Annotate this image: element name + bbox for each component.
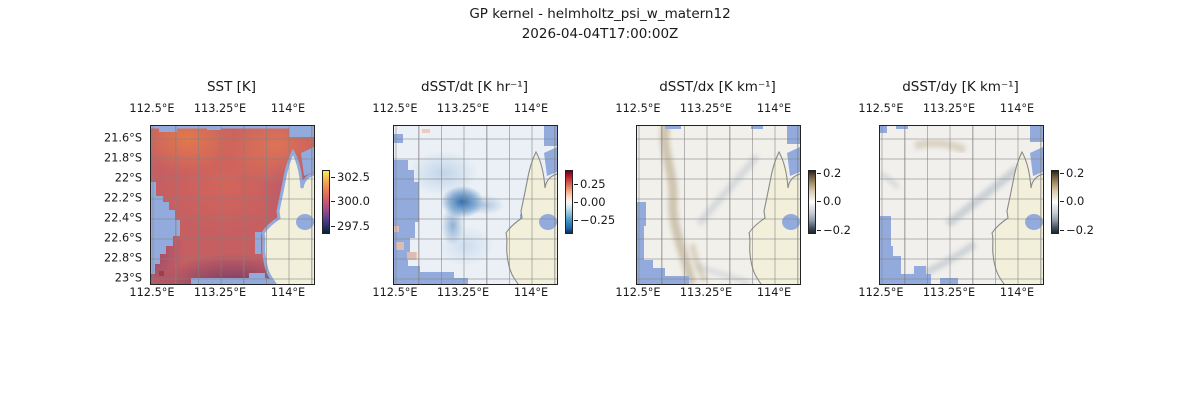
x-tick-label-top: 114°E — [270, 102, 306, 115]
map-dsst-dx — [636, 125, 801, 285]
x-tick-label-bottom: 112.5°E — [858, 286, 904, 299]
y-tick-label: 22.8°S — [104, 251, 142, 265]
x-tick-label-bottom: 112.5°E — [615, 286, 661, 299]
colorbar-tick-label: 0.2 — [823, 166, 842, 180]
colorbar-dsst-dy: 0.2 0.0 −0.2 — [1051, 166, 1094, 237]
map-gridlines — [151, 126, 314, 284]
colorbar-tick-label: −0.2 — [1066, 223, 1094, 237]
colorbar-dsst-dx: 0.2 0.0 −0.2 — [808, 166, 851, 237]
panel-title: SST [K] — [206, 79, 257, 95]
y-tick-label: 21.6°S — [104, 131, 142, 145]
x-tick-label-bottom: 114°E — [513, 286, 549, 299]
colorbar-tick-label: 300.0 — [337, 194, 370, 208]
y-tick-label: 22°S — [114, 171, 142, 185]
x-tick-label-top: 112.5°E — [372, 102, 418, 115]
y-tick-label: 23°S — [114, 271, 142, 285]
panel-sst: SST [K] 112.5°E 113.25°E 114°E — [129, 0, 370, 400]
x-tick-label-top: 113.25°E — [193, 102, 247, 115]
map-sst — [150, 125, 315, 285]
colorbar-tick-label: −0.25 — [580, 213, 616, 227]
colorbar-tick-label: 0.0 — [823, 194, 842, 208]
x-tick-label-bottom: 113.25°E — [679, 286, 733, 299]
y-tick-label: 22.2°S — [104, 191, 142, 205]
map-dsst-dy — [879, 125, 1044, 285]
colorbar-tick-label: 0.25 — [580, 177, 606, 191]
y-tick-label: 21.8°S — [104, 151, 142, 165]
colorbar-dsst-dt: 0.25 0.00 −0.25 — [565, 170, 615, 234]
panel-dsst-dt: dSST/dt [K hr⁻¹] 112.5°E 113.25°E 114°E — [372, 0, 615, 400]
panel-dsst-dx: dSST/dx [K km⁻¹] 112.5°E 113.25°E 114°E — [615, 0, 851, 400]
x-tick-label-bottom: 112.5°E — [372, 286, 418, 299]
x-tick-label-bottom: 113.25°E — [922, 286, 976, 299]
colorbar-tick-label: 0.0 — [1066, 194, 1085, 208]
colorbar-gradient — [1051, 170, 1059, 234]
panel-title: dSST/dy [K km⁻¹] — [902, 79, 1019, 95]
colorbar-tick-label: 0.2 — [1066, 166, 1085, 180]
y-tick-label: 22.4°S — [104, 211, 142, 225]
figure-subtitle: 2026-04-04T17:00:00Z — [521, 26, 679, 42]
x-tick-label-bottom: 114°E — [756, 286, 792, 299]
map-gridlines — [880, 126, 1043, 284]
x-tick-label-top: 114°E — [999, 102, 1035, 115]
colorbar-tick-label: −0.2 — [823, 223, 851, 237]
y-axis-tick-labels: 21.6°S 21.8°S 22°S 22.2°S 22.4°S 22.6°S … — [0, 125, 146, 285]
x-tick-label-top: 112.5°E — [858, 102, 904, 115]
x-tick-label-top: 113.25°E — [436, 102, 490, 115]
figure-title: GP kernel - helmholtz_psi_w_matern12 — [469, 6, 731, 22]
colorbar-tick-label: 0.00 — [580, 195, 606, 209]
map-gridlines — [637, 126, 800, 284]
x-tick-label-bottom: 113.25°E — [193, 286, 247, 299]
map-gridlines — [394, 126, 557, 284]
colorbar-sst: 302.5 300.0 297.5 — [322, 170, 370, 234]
colorbar-tick-label: 297.5 — [337, 219, 370, 233]
x-tick-label-top: 112.5°E — [615, 102, 661, 115]
panel-dsst-dy: dSST/dy [K km⁻¹] 112.5°E 113.25°E 114°E — [858, 0, 1094, 400]
x-tick-label-top: 113.25°E — [679, 102, 733, 115]
x-tick-label-bottom: 112.5°E — [129, 286, 175, 299]
x-tick-label-top: 113.25°E — [922, 102, 976, 115]
x-tick-label-bottom: 113.25°E — [436, 286, 490, 299]
x-tick-label-top: 114°E — [756, 102, 792, 115]
x-tick-label-bottom: 114°E — [999, 286, 1035, 299]
map-dsst-dt — [393, 125, 558, 285]
x-tick-label-top: 114°E — [513, 102, 549, 115]
colorbar-tick-label: 302.5 — [337, 170, 370, 184]
x-tick-label-bottom: 114°E — [270, 286, 306, 299]
colorbar-gradient — [565, 170, 573, 234]
x-tick-label-top: 112.5°E — [129, 102, 175, 115]
y-tick-label: 22.6°S — [104, 231, 142, 245]
colorbar-gradient — [322, 170, 330, 234]
panel-title: dSST/dx [K km⁻¹] — [659, 79, 776, 95]
panel-title: dSST/dt [K hr⁻¹] — [421, 79, 528, 95]
colorbar-gradient — [808, 170, 816, 234]
